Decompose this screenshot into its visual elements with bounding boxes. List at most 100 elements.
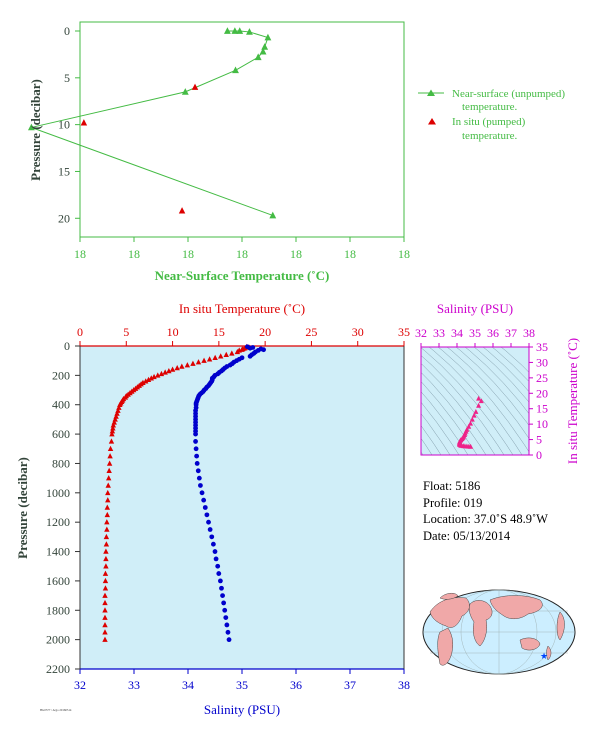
near-surface-point <box>261 43 269 50</box>
ts-temperature-tick-label: 15 <box>536 402 548 416</box>
top-x-tick-label: 18 <box>128 247 140 261</box>
salinity-point <box>202 505 208 510</box>
near-surface-point <box>259 47 267 55</box>
density-contour <box>500 347 529 373</box>
temperature-point <box>148 375 154 381</box>
pressure-tick-label: 1800 <box>46 603 70 617</box>
temperature-point <box>223 351 229 358</box>
temperature-point <box>184 362 191 368</box>
temperature-point <box>105 489 111 496</box>
top-legend: Near-surface (unpumped) temperature. In … <box>418 88 565 142</box>
near-surface-point <box>232 66 239 74</box>
temperature-point <box>218 353 224 359</box>
near-surface-series-marks <box>27 27 277 219</box>
top-y-tick-label: 0 <box>64 24 70 38</box>
salinity-point <box>194 453 200 459</box>
density-contour <box>421 354 505 455</box>
salinity-point <box>213 556 219 562</box>
salinity-point <box>223 615 229 621</box>
pressure-tick-label: 2000 <box>46 633 70 647</box>
salinity-tick-label: 38 <box>398 678 410 692</box>
temperature-tick-label: 5 <box>123 325 129 339</box>
salinity-tick-label: 32 <box>74 678 86 692</box>
salinity-point <box>198 483 203 488</box>
temperature-tick-label: 15 <box>213 325 225 339</box>
pressure-tick-label: 1200 <box>46 515 70 529</box>
temperature-tick-label: 20 <box>259 325 271 339</box>
salinity-point <box>247 353 253 359</box>
temperature-tick-label: 30 <box>352 325 364 339</box>
ts-point <box>468 443 474 449</box>
salinity-point <box>225 629 231 635</box>
map-land <box>429 593 565 666</box>
date: Date: 05/13/2014 <box>423 528 511 543</box>
temperature-point <box>102 607 108 613</box>
float-location-marker: ★ <box>540 651 548 661</box>
location: Location: 37.0˚S 48.9˚W <box>423 512 548 526</box>
ts-temperature-tick-label: 0 <box>536 448 542 462</box>
ts-salinity-tick-label: 32 <box>415 326 427 340</box>
temperature-point <box>143 378 149 384</box>
pressure-tick-label: 1400 <box>46 545 70 559</box>
temperature-point <box>201 357 207 363</box>
ts-salinity-tick-label: 35 <box>469 326 481 340</box>
temperature-axis: 0 5 10 15 20 25 30 35 <box>77 325 410 346</box>
temperature-point <box>169 366 176 372</box>
pressure-tick-label: 1000 <box>46 486 70 500</box>
temperature-point <box>104 526 110 532</box>
ts-point <box>467 420 474 426</box>
salinity-point <box>209 534 215 540</box>
insitu-pumped-point <box>178 207 186 214</box>
profile-top-label: In situ Temperature (˚C) <box>179 301 305 316</box>
temperature-tick-label: 10 <box>167 325 179 339</box>
temperature-point <box>162 369 168 375</box>
temperature-point <box>102 614 108 620</box>
ts-x-label: Salinity (PSU) <box>437 301 513 316</box>
temperature-point <box>102 629 108 635</box>
salinity-point <box>247 345 253 351</box>
temperature-point <box>229 350 235 356</box>
temperature-point <box>108 438 115 444</box>
profile-number: Profile: 019 <box>423 495 483 510</box>
ts-temperature-tick-label: 10 <box>536 417 548 431</box>
salinity-point <box>207 527 213 532</box>
profile-panel: 0 5 10 15 20 25 30 35 32 33 34 35 36 37 38 0 200 400 600… <box>15 301 410 717</box>
salinity-series <box>193 344 266 643</box>
temperature-point <box>166 367 172 374</box>
density-contour <box>428 347 523 455</box>
insitu-pumped-point <box>80 119 88 126</box>
density-contour <box>464 347 529 414</box>
top-y-axis: 0 5 10 15 20 <box>58 24 80 225</box>
temperature-point <box>158 370 165 377</box>
density-contour <box>482 347 529 392</box>
temperature-point <box>102 585 109 591</box>
legend-label-insitu-1: In situ (pumped) <box>452 116 526 128</box>
temperature-point <box>103 555 109 562</box>
legend-label-insitu-2: temperature. <box>462 130 518 142</box>
salinity-point <box>195 468 201 474</box>
density-contour <box>421 381 478 455</box>
ts-temperature-tick-label: 5 <box>536 433 542 447</box>
ts-point <box>476 402 482 408</box>
temperature-point <box>104 519 110 525</box>
top-x-tick-label: 18 <box>182 247 194 261</box>
near-surface-panel: 18 18 18 18 18 18 18 0 5 10 15 20 Near-Surface Tem… <box>27 21 565 283</box>
salinity-point <box>196 475 202 481</box>
top-x-tick-label: 18 <box>290 247 302 261</box>
salinity-point <box>215 563 221 569</box>
temperature-tick-label: 25 <box>305 325 317 339</box>
salinity-point <box>194 461 200 466</box>
legend-marker-insitu <box>428 118 436 125</box>
density-contours <box>421 347 529 455</box>
pressure-tick-label: 600 <box>52 427 70 441</box>
ts-point <box>473 409 479 414</box>
salinity-tick-label: 34 <box>182 678 194 692</box>
salinity-point <box>210 541 216 547</box>
temperature-point <box>102 592 108 598</box>
salinity-tick-label: 37 <box>344 678 356 692</box>
temperature-point <box>104 504 111 510</box>
density-contour <box>421 371 487 455</box>
temperature-point <box>103 548 109 554</box>
temperature-point <box>110 422 117 428</box>
profile-y-label: Pressure (decibar) <box>15 457 30 559</box>
